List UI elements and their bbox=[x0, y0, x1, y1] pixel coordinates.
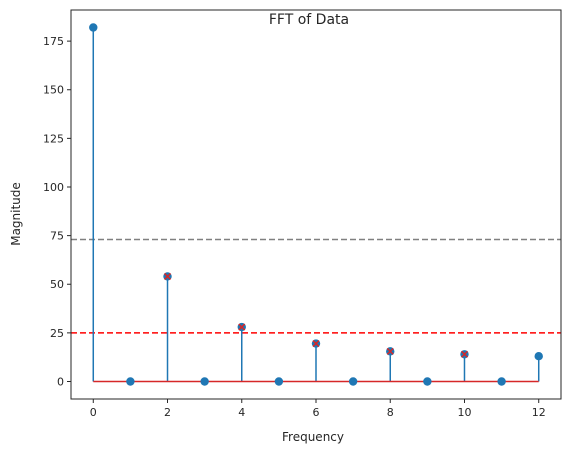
peak-marker-stroke bbox=[163, 272, 172, 280]
stem-marker bbox=[348, 377, 358, 386]
y-tick-label: 0 bbox=[57, 375, 64, 388]
x-tick-label: 0 bbox=[90, 406, 97, 419]
stem-marker bbox=[497, 377, 506, 386]
peak-marker-stroke bbox=[386, 347, 394, 355]
x-tick-label: 2 bbox=[164, 406, 171, 419]
x-tick-label: 4 bbox=[238, 406, 245, 419]
y-tick-label: 75 bbox=[50, 230, 64, 243]
stem-marker bbox=[89, 23, 98, 32]
axis-ticks: 0 2 4 6 8 10 12 0 25 50 75 100 125 150 175 bbox=[43, 35, 546, 419]
stem-marker bbox=[200, 377, 209, 386]
y-tick-label: 150 bbox=[43, 84, 64, 97]
y-axis-label: Magnitude bbox=[9, 182, 23, 246]
x-tick-label: 12 bbox=[532, 406, 546, 419]
y-tick-label: 100 bbox=[43, 181, 64, 194]
y-tick-label: 125 bbox=[43, 132, 64, 145]
stem-marker bbox=[423, 377, 432, 386]
y-tick-label: 25 bbox=[50, 327, 64, 340]
stem-marker bbox=[534, 352, 543, 361]
peak-marker bbox=[163, 272, 172, 280]
peak-marker bbox=[238, 323, 246, 331]
plot-area bbox=[71, 23, 561, 386]
stem-marker bbox=[274, 377, 284, 386]
peak-marker bbox=[460, 350, 469, 358]
x-tick-label: 8 bbox=[387, 406, 394, 419]
x-tick-label: 10 bbox=[457, 406, 471, 419]
stem-marker bbox=[126, 377, 135, 386]
y-tick-label: 50 bbox=[50, 278, 64, 291]
peak-marker-stroke bbox=[460, 350, 469, 358]
chart-title: FFT of Data bbox=[269, 12, 349, 28]
y-tick-label: 175 bbox=[43, 35, 64, 48]
x-axis-label: Frequency bbox=[282, 430, 344, 444]
peak-marker-stroke bbox=[312, 340, 320, 348]
peak-marker-stroke bbox=[238, 323, 246, 331]
x-tick-label: 6 bbox=[313, 406, 320, 419]
peak-marker bbox=[386, 347, 394, 355]
peak-marker bbox=[312, 340, 320, 348]
